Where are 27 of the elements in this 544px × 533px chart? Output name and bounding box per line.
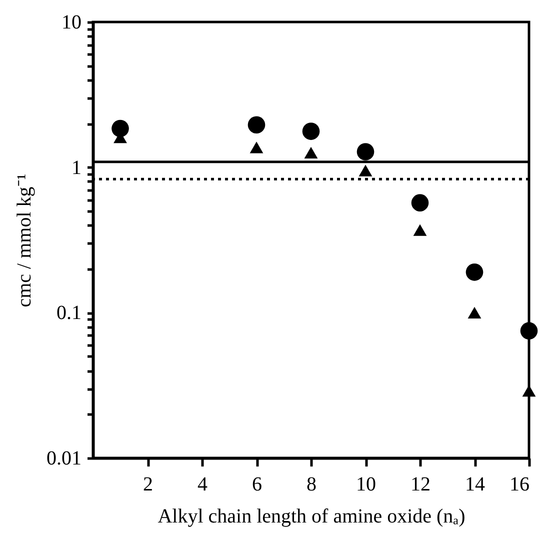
point	[248, 116, 266, 134]
x-tick-label: 2	[143, 474, 153, 496]
x-tick-label: 12	[410, 474, 430, 496]
point	[468, 306, 482, 318]
x-tick-label: 14	[465, 474, 485, 496]
x-tick-label: 6	[252, 474, 262, 496]
y-axis-title: cmc / mmol kg⁻¹	[14, 174, 36, 308]
y-tick-label: 0.1	[56, 302, 82, 324]
x-tick-label: 4	[198, 474, 208, 496]
point	[411, 194, 429, 212]
point	[466, 264, 484, 281]
x-tick-label: 16	[510, 474, 530, 496]
point	[302, 122, 320, 140]
x-axis-title: Alkyl chain length of amine oxide (nₐ)	[158, 506, 466, 528]
point	[520, 322, 538, 340]
y-tick-label: 1	[72, 156, 82, 179]
point	[304, 146, 318, 159]
x-tick-label: 8	[306, 474, 316, 496]
point	[413, 224, 427, 236]
point	[356, 143, 374, 160]
x-tick-label: 10	[356, 474, 376, 496]
point	[112, 120, 129, 138]
y-tick-label: 0.01	[46, 448, 82, 470]
y-tick-label: 10	[62, 12, 82, 34]
point	[522, 384, 536, 397]
point	[358, 164, 372, 176]
point	[250, 142, 264, 154]
